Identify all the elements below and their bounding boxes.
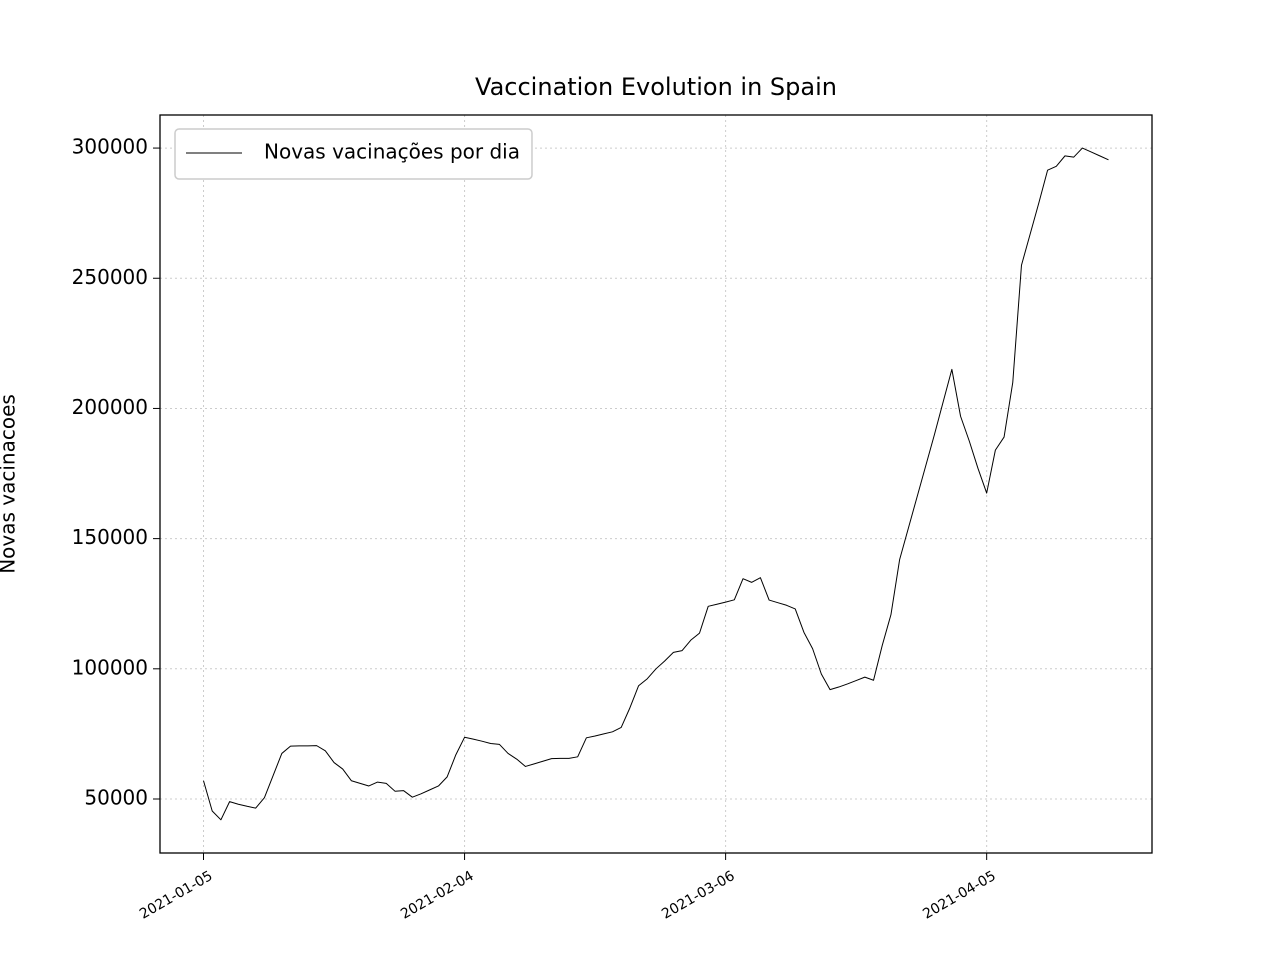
data-line: [203, 147, 1109, 821]
y-axis-label: Novas vacinacoes: [0, 394, 20, 574]
y-tick-label: 250000: [72, 265, 148, 289]
x-tick-label: 2021-04-05: [920, 868, 998, 923]
legend-box: [174, 128, 533, 180]
y-tick-label: 100000: [72, 655, 148, 679]
legend: Novas vacinações por dia: [174, 128, 533, 180]
y-tick-label: 200000: [72, 395, 148, 419]
x-tick-label: 2021-01-05: [137, 868, 215, 923]
y-tick-label: 50000: [84, 785, 148, 809]
x-axis-label: Data: [616, 959, 664, 960]
plot-area: [160, 115, 1152, 853]
legend-label: Novas vacinações por dia: [264, 140, 520, 164]
chart-title: Vaccination Evolution in Spain: [475, 73, 837, 101]
x-tick-label: 2021-03-06: [659, 868, 738, 923]
x-tick-label: 2021-02-04: [398, 868, 477, 923]
y-tick-label: 150000: [72, 525, 148, 549]
y-tick-label: 300000: [72, 135, 148, 159]
plot-frame: [159, 114, 1153, 854]
